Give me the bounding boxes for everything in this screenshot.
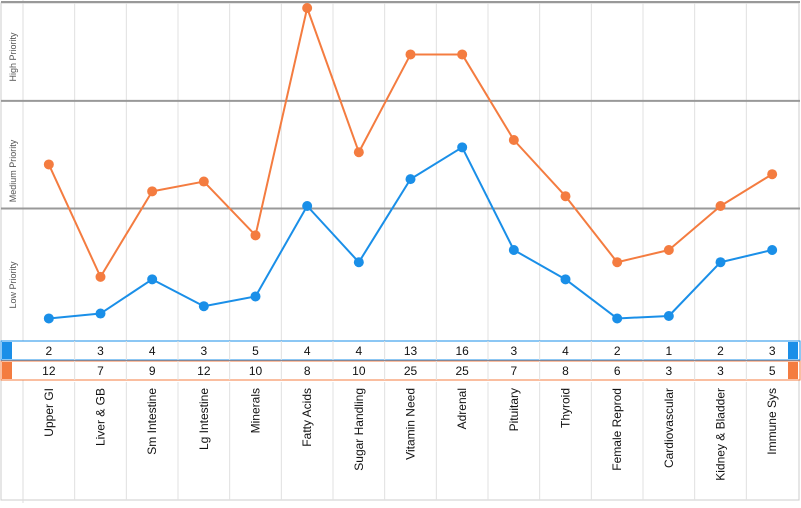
category-label: Pituitary (507, 388, 521, 431)
series-1-point (560, 191, 571, 202)
category-label: Kidney & Bladder (714, 388, 728, 481)
row-0-value: 2 (614, 344, 621, 358)
row-1-color-swatch-left (2, 362, 12, 379)
row-1-color-swatch-right (788, 362, 798, 379)
row-0-value: 4 (149, 344, 156, 358)
row-0-value: 3 (510, 344, 517, 358)
category-label: Cardiovascular (662, 388, 676, 468)
row-0-value: 1 (665, 344, 672, 358)
category-label: Sugar Handling (352, 388, 366, 471)
series-0-point (353, 257, 364, 268)
row-1-value: 5 (769, 364, 776, 378)
category-label: Immune Sys (765, 388, 779, 455)
table-row-0 (0, 340, 801, 361)
row-0-value: 4 (355, 344, 362, 358)
series-0-point (198, 301, 209, 312)
zone-label-medium: Medium Priority (8, 139, 18, 202)
row-0-value: 4 (304, 344, 311, 358)
row-1-value: 8 (304, 364, 311, 378)
series-1-point (612, 257, 623, 268)
series-0-point (95, 308, 106, 319)
series-1-line (47, 7, 773, 278)
row-0-value: 3 (97, 344, 104, 358)
series-0-point (250, 291, 261, 302)
row-1-value: 25 (455, 364, 469, 378)
series-1-point (457, 49, 468, 60)
series-0-point (147, 274, 158, 285)
category-label: Sm Intestine (145, 388, 159, 455)
row-1-value: 6 (614, 364, 621, 378)
row-0-value: 16 (455, 344, 469, 358)
series-0-line (48, 146, 773, 320)
series-1-point (198, 176, 209, 187)
series-0-point (457, 142, 468, 153)
series-1-point (147, 186, 158, 197)
series-0-point (508, 245, 519, 255)
category-label: Lg Intestine (197, 388, 211, 450)
row-0-value: 4 (562, 344, 569, 358)
row-0-value: 3 (200, 344, 207, 358)
category-label: Adrenal (455, 388, 469, 429)
row-0-color-swatch-left (2, 342, 12, 359)
category-label: Upper GI (42, 388, 56, 437)
series-1-point (302, 3, 313, 13)
series-0-point (767, 245, 778, 255)
series-0-point (663, 311, 674, 321)
category-labels: Upper GI Liver & GB Sm Intestine Lg Intesti… (42, 388, 779, 481)
category-label: Minerals (249, 388, 263, 433)
row-0-value: 2 (717, 344, 724, 358)
series-1-point (767, 169, 778, 180)
series-1-point (43, 159, 54, 170)
row-1-value: 7 (510, 364, 517, 378)
series-1-point (353, 147, 364, 158)
row-1-value: 8 (562, 364, 569, 378)
value-table: 2 3 4 3 5 4 4 13 16 3 4 2 1 2 312 7 9 12 10 8 10 25 25 7 8 6 3 3 5 (0, 340, 801, 381)
category-label: Fatty Acids (300, 388, 314, 447)
row-0-value: 2 (45, 344, 52, 358)
row-0-value: 5 (252, 344, 259, 358)
series-1-point (663, 245, 674, 255)
row-1-value: 9 (149, 364, 156, 378)
series-0-point (43, 313, 54, 324)
category-label: Vitamin Need (404, 388, 418, 460)
series-1-point (250, 230, 261, 241)
series-0-point (405, 174, 416, 185)
row-0-color-swatch-right (788, 342, 798, 359)
category-label: Liver & GB (94, 388, 108, 446)
series-1-point (715, 201, 726, 211)
row-1-value: 25 (404, 364, 418, 378)
row-0-value: 3 (769, 344, 776, 358)
row-1-value: 3 (717, 364, 724, 378)
row-1-value: 10 (249, 364, 263, 378)
series-0-point (560, 274, 571, 285)
series-1-point (508, 135, 519, 145)
series-0-point (302, 201, 313, 211)
row-1-value: 10 (352, 364, 366, 378)
series-layer (43, 3, 778, 324)
row-1-value: 12 (42, 364, 56, 378)
zone-label-low: Low Priority (8, 261, 18, 309)
zone-labels: High Priority Medium Priority Low Priori… (8, 32, 18, 309)
row-1-value: 7 (97, 364, 104, 378)
series-1-point (95, 271, 106, 282)
category-label: Female Reprod (610, 388, 624, 471)
zone-label-high: High Priority (8, 32, 18, 82)
series-0-point (612, 313, 623, 324)
row-1-value: 3 (665, 364, 672, 378)
table-row-1 (0, 360, 801, 381)
series-1-point (405, 49, 416, 60)
series-0-point (715, 257, 726, 268)
row-0-value: 13 (404, 344, 418, 358)
row-1-value: 12 (197, 364, 211, 378)
category-label: Thyroid (559, 388, 573, 428)
